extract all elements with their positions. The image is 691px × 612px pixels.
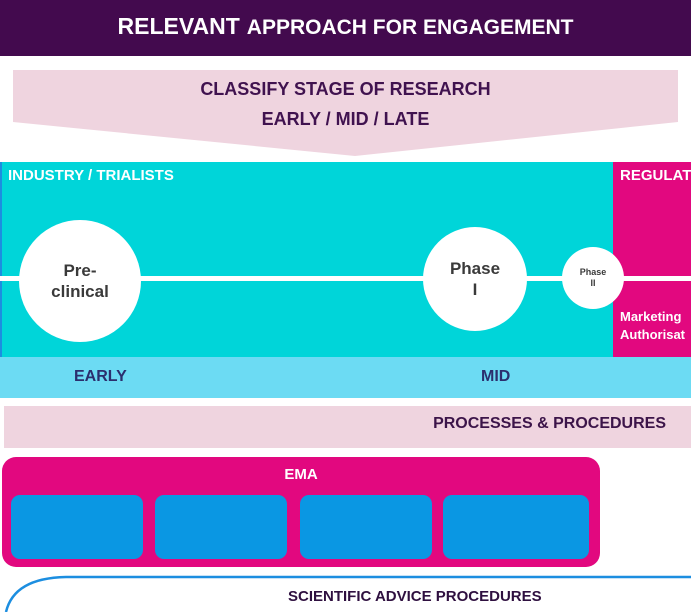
ema-box-2: [155, 495, 287, 559]
classify-arrow: [13, 70, 678, 156]
ema-box-3: [300, 495, 432, 559]
marketing-authorisation-label: Marketing Authorisat: [620, 308, 685, 344]
phase-label-phase-2: Phase II: [579, 266, 607, 288]
marketing-line-2: Authorisat: [620, 327, 685, 343]
stage-label-early: EARLY: [74, 368, 127, 385]
title-part-1: RELEVANT: [117, 12, 240, 39]
ema-box-1: [11, 495, 143, 559]
scientific-advice-label: SCIENTIFIC ADVICE PROCEDURES: [288, 588, 542, 605]
title-part-2: APPROACH FOR ENGAGEMENT: [246, 16, 574, 39]
ema-box-4: [443, 495, 589, 559]
industry-label: INDUSTRY / TRIALISTS: [8, 167, 174, 184]
processes-bar: [4, 406, 691, 448]
timeline-line: [0, 276, 691, 281]
classify-stages: EARLY / MID / LATE: [261, 109, 430, 129]
ema-label: EMA: [284, 466, 318, 483]
phase-label-preclinical: Pre- clinical: [51, 260, 109, 301]
phase-circle-preclinical: Pre- clinical: [19, 220, 141, 342]
phase-circle-phase-2: Phase II: [562, 247, 624, 309]
scientific-advice-arc: [4, 575, 691, 612]
processes-label: PROCESSES & PROCEDURES: [433, 415, 666, 432]
regulator-label: REGULAT: [620, 167, 691, 184]
classify-arrow-shape: [13, 70, 678, 156]
marketing-line-1: Marketing: [620, 309, 682, 324]
stage-label-mid: MID: [481, 368, 511, 385]
phase-circle-phase-1: Phase I: [423, 227, 527, 331]
title-bar: RELEVANT APPROACH FOR ENGAGEMENT: [0, 0, 691, 56]
scientific-advice-curve: [4, 575, 691, 612]
phase-label-phase-1: Phase I: [449, 258, 501, 299]
regulator-panel: REGULAT: [613, 162, 691, 357]
stage-bar: [0, 357, 691, 398]
classify-title: CLASSIFY STAGE OF RESEARCH: [200, 79, 491, 99]
